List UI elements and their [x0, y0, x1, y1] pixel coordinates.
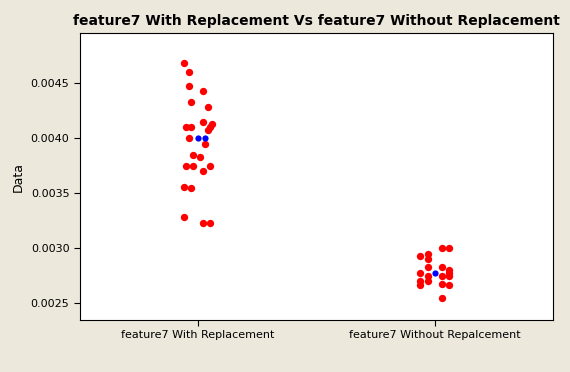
Point [205, 124, 214, 130]
Point [201, 135, 210, 141]
Point [189, 163, 198, 169]
Point [423, 264, 432, 270]
Point [198, 168, 207, 174]
Point [416, 278, 425, 284]
Point [416, 282, 425, 288]
Point [430, 270, 439, 276]
Point [201, 141, 210, 147]
Point [416, 253, 425, 259]
Point [437, 246, 446, 251]
Point [416, 270, 425, 276]
Point [182, 124, 191, 130]
Point [444, 270, 453, 276]
Point [444, 282, 453, 288]
Point [203, 104, 212, 110]
Point [184, 69, 193, 75]
Point [184, 83, 193, 89]
Point [182, 163, 191, 169]
Point [437, 264, 446, 270]
Point [196, 154, 205, 160]
Point [180, 184, 189, 190]
Point [189, 152, 198, 158]
Point [437, 273, 446, 279]
Y-axis label: Data: Data [12, 162, 25, 192]
Point [184, 135, 193, 141]
Point [423, 256, 432, 262]
Point [186, 99, 196, 105]
Point [444, 246, 453, 251]
Point [205, 220, 214, 226]
Point [205, 163, 214, 169]
Point [437, 280, 446, 286]
Point [198, 119, 207, 125]
Point [437, 295, 446, 301]
Point [198, 220, 207, 226]
Title: feature7 With Replacement Vs feature7 Without Replacement: feature7 With Replacement Vs feature7 Wi… [73, 14, 560, 28]
Point [207, 121, 217, 127]
Point [444, 267, 453, 273]
Point [180, 215, 189, 221]
Point [444, 273, 453, 279]
Point [193, 135, 203, 141]
Point [203, 128, 212, 134]
Point [186, 185, 196, 191]
Point [423, 273, 432, 279]
Point [423, 251, 432, 257]
Point [198, 88, 207, 94]
Point [186, 124, 196, 130]
Point [423, 278, 432, 284]
Point [180, 60, 189, 66]
